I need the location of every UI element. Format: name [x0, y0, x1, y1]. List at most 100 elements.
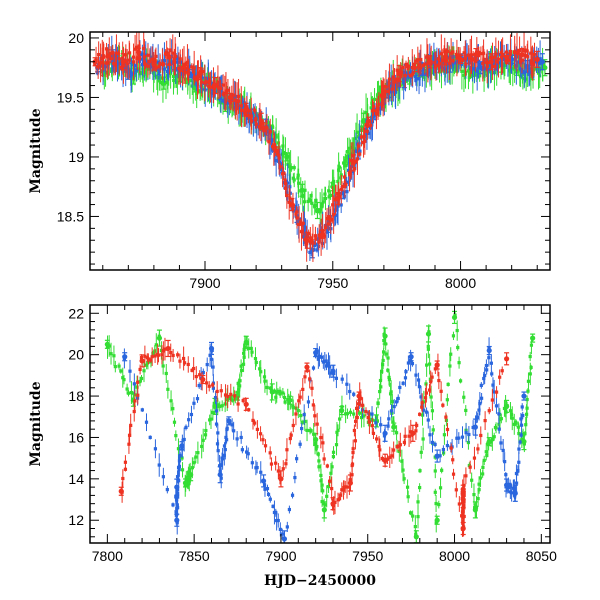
top-series-0-point [314, 207, 321, 214]
bottom-series-2-point [165, 345, 171, 352]
top-series-2-point [135, 49, 142, 55]
bottom-series-1-point [174, 484, 180, 490]
top-series-2-point [166, 54, 172, 60]
bottom-series-0-point [182, 480, 189, 486]
bottom-series-1-point [486, 347, 492, 354]
top-series-0-point [299, 187, 305, 193]
bottom-panel-x-axis-title: HJD−2450000 [264, 573, 376, 589]
bottom-series-1-point [122, 354, 128, 360]
bottom-series-2-point [504, 356, 510, 362]
bottom-series-0 [104, 310, 536, 543]
bottom-series-2-point [347, 480, 353, 486]
bottom-panel-light-curve: 7800 7850 7900 7950 8000 8050 12 14 16 18 20 22 Mag… [28, 304, 557, 589]
bottom-series-2-point [139, 358, 145, 364]
top-panel-y-axis-title: Magnitude [28, 108, 44, 193]
bottom-series-0-point [382, 333, 388, 339]
bottom-series-0-point [504, 403, 510, 410]
bottom-series-0-point [413, 534, 419, 540]
top-series-2-point [519, 52, 525, 58]
top-x-tick-label: 7900 [189, 275, 220, 291]
bottom-series-1-point [208, 345, 215, 352]
bottom-series-1-point [504, 482, 510, 488]
bottom-x-tick-label: 7850 [179, 548, 210, 564]
top-series-2-point [197, 71, 203, 77]
bottom-y-tick-label: 16 [68, 429, 84, 445]
top-series-1-point [125, 68, 131, 74]
bottom-series-1-point [226, 418, 232, 424]
bottom-series-0-point [391, 424, 397, 430]
bottom-series-0-point [339, 407, 345, 414]
bottom-series-0-point [287, 397, 293, 403]
bottom-series-0-point [425, 331, 432, 337]
bottom-series-0-point [156, 335, 163, 341]
bottom-series-2-point [434, 362, 440, 368]
top-series-0-point [542, 65, 548, 71]
bottom-series-0-point [530, 335, 536, 341]
bottom-series-1-point [330, 368, 336, 374]
top-series-2-point [120, 59, 126, 65]
bottom-series-2-point [460, 486, 466, 492]
bottom-series-1-point [174, 517, 180, 523]
top-series-2-dense-points [93, 32, 537, 262]
bottom-series-2-point [460, 525, 466, 532]
top-series-2-point [227, 94, 234, 101]
bottom-x-tick-label: 7800 [92, 548, 123, 564]
bottom-series-2-point [118, 488, 124, 494]
top-series-2-point [427, 59, 433, 65]
bottom-series-1-point [260, 478, 267, 484]
bottom-y-tick-label: 20 [68, 347, 84, 363]
bottom-series-0-point [451, 314, 458, 321]
top-panel-frame [89, 31, 551, 271]
top-series-2-point [335, 196, 341, 202]
top-series-2-point [473, 52, 479, 58]
bottom-series-1-point [382, 430, 388, 436]
top-series-2 [92, 32, 540, 262]
bottom-series-1-point [217, 472, 223, 478]
top-series-2-point [258, 118, 264, 124]
top-series-2-point [503, 54, 510, 60]
bottom-series-2-point [356, 393, 362, 399]
top-series-0-point [360, 118, 367, 124]
bottom-panel-frame [89, 304, 551, 544]
top-series-1-point [478, 65, 484, 71]
bottom-series-2-point [330, 501, 336, 507]
bottom-series-1-point [512, 490, 518, 496]
bottom-series-0-point [269, 389, 275, 395]
bottom-series-0-dense-points [105, 311, 534, 539]
top-series-2-point [243, 106, 249, 112]
bottom-y-tick-label: 12 [68, 512, 84, 528]
bottom-series-1-point [434, 453, 440, 459]
bottom-panel-y-axis-title: Magnitude [28, 381, 44, 466]
bottom-series-2-point [460, 496, 466, 503]
bottom-series-2-point [243, 401, 249, 407]
bottom-series-2-point [200, 376, 206, 383]
top-series-2-point [534, 56, 540, 62]
top-series-2-point [350, 160, 356, 166]
top-series-2-point [365, 118, 372, 124]
bottom-series-1-point [281, 536, 288, 542]
top-series-2-point [289, 201, 295, 208]
top-series-2-point [381, 88, 387, 95]
bottom-series-2-point [278, 476, 284, 482]
top-x-tick-label: 8000 [445, 275, 476, 291]
top-series-1-point [539, 59, 545, 65]
bottom-series-0-point [486, 438, 492, 445]
bottom-series-0-point [104, 341, 110, 347]
bottom-x-tick-label: 8050 [526, 548, 557, 564]
top-panel-data-layer [92, 32, 548, 262]
bottom-series-1-point [521, 393, 527, 399]
top-series-0-point [284, 154, 290, 160]
top-x-tick-label: 7950 [317, 275, 348, 291]
top-panel-ticks: 7900 7950 8000 18.5 19 19.5 20 [57, 30, 550, 291]
bottom-series-1-point [472, 424, 478, 430]
bottom-y-tick-label: 18 [68, 388, 84, 404]
bottom-x-tick-label: 8000 [439, 548, 470, 564]
top-series-1-point [309, 247, 315, 253]
bottom-series-0-point [521, 438, 527, 445]
bottom-series-0-point [188, 472, 194, 478]
top-series-2-point [396, 71, 402, 77]
top-series-2-point [151, 61, 157, 67]
top-series-2-point [319, 231, 326, 237]
bottom-x-tick-label: 7950 [352, 548, 383, 564]
